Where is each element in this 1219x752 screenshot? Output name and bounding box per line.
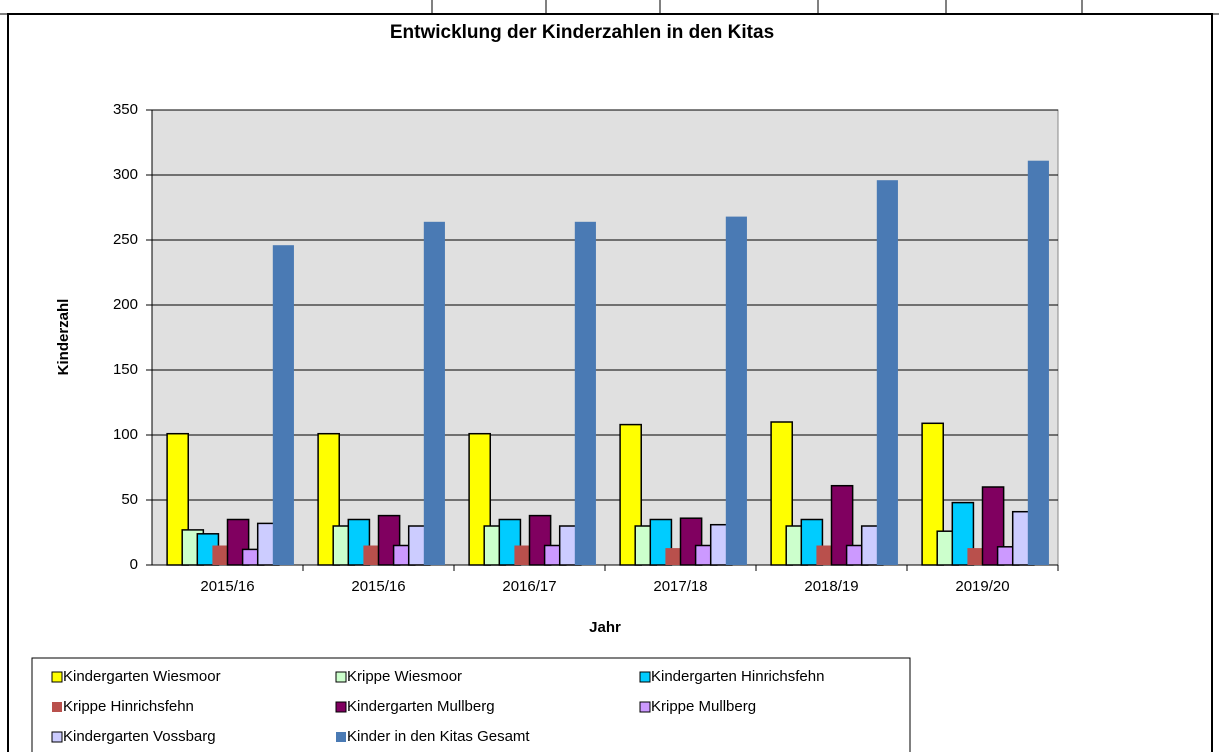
chart-title: Entwicklung der Kinderzahlen in den Kita… xyxy=(390,22,774,43)
plot-area xyxy=(151,109,1059,566)
y-tick-label: 200 xyxy=(113,296,138,313)
bar xyxy=(574,221,596,566)
legend-swatch xyxy=(336,732,346,742)
legend-label: Kindergarten Vossbarg xyxy=(63,728,216,745)
bar xyxy=(423,221,445,566)
bar xyxy=(272,245,294,565)
bar xyxy=(725,216,747,565)
x-tick-label: 2015/16 xyxy=(200,578,254,595)
x-tick-label: 2018/19 xyxy=(804,578,858,595)
y-tick-label: 350 xyxy=(113,101,138,118)
y-axis-label: Kinderzahl xyxy=(55,299,72,376)
bar xyxy=(1027,160,1049,565)
legend-label: Krippe Hinrichsfehn xyxy=(63,698,194,715)
x-tick-label: 2016/17 xyxy=(502,578,556,595)
sheet-grid xyxy=(0,0,1219,15)
legend-label: Kindergarten Wiesmoor xyxy=(63,668,221,685)
legend-swatch xyxy=(51,671,63,683)
chart-frame xyxy=(7,13,1213,752)
x-tick-label: 2019/20 xyxy=(955,578,1009,595)
x-tick-label: 2017/18 xyxy=(653,578,707,595)
bar xyxy=(981,486,1005,566)
legend-label: Kinder in den Kitas Gesamt xyxy=(347,728,530,745)
bar xyxy=(921,422,944,566)
y-tick-label: 0 xyxy=(130,556,138,573)
legend-label: Krippe Mullberg xyxy=(651,698,756,715)
legend-swatch xyxy=(335,671,347,683)
legend-label: Kindergarten Hinrichsfehn xyxy=(651,668,824,685)
legend-swatch xyxy=(639,671,651,683)
y-tick-label: 300 xyxy=(113,166,138,183)
y-tick-label: 50 xyxy=(121,491,138,508)
y-tick-label: 100 xyxy=(113,426,138,443)
x-tick-label: 2015/16 xyxy=(351,578,405,595)
y-tick-label: 150 xyxy=(113,361,138,378)
legend-label: Kindergarten Mullberg xyxy=(347,698,495,715)
legend xyxy=(31,657,911,752)
legend-label: Krippe Wiesmoor xyxy=(347,668,462,685)
x-axis-label: Jahr xyxy=(589,619,621,636)
y-tick-label: 250 xyxy=(113,231,138,248)
bar xyxy=(876,180,898,565)
legend-swatch xyxy=(51,731,63,743)
legend-swatch xyxy=(52,702,62,712)
legend-swatch xyxy=(335,701,347,713)
legend-swatch xyxy=(639,701,651,713)
